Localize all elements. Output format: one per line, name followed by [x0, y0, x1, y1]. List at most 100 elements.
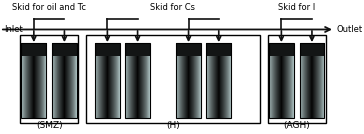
Bar: [59, 43, 60, 56]
Bar: [125, 43, 126, 56]
Bar: [210, 43, 211, 118]
Bar: [306, 43, 307, 56]
Bar: [59, 43, 60, 118]
Bar: [95, 43, 96, 118]
Bar: [140, 43, 141, 56]
Bar: [113, 43, 114, 118]
Bar: [146, 43, 147, 118]
Bar: [221, 43, 222, 56]
Bar: [310, 43, 311, 118]
Bar: [147, 43, 148, 56]
Bar: [208, 43, 209, 56]
Bar: [176, 43, 201, 118]
Bar: [286, 43, 287, 118]
Bar: [107, 43, 108, 56]
Bar: [74, 43, 75, 56]
Bar: [197, 43, 198, 56]
Bar: [99, 43, 100, 118]
Bar: [315, 43, 316, 118]
Bar: [107, 43, 108, 118]
Bar: [65, 43, 66, 118]
Bar: [146, 43, 147, 56]
Bar: [29, 43, 30, 56]
Bar: [288, 43, 289, 56]
Bar: [73, 43, 74, 56]
Bar: [39, 43, 40, 118]
Bar: [178, 43, 179, 56]
Bar: [287, 43, 288, 56]
Bar: [73, 43, 74, 56]
Bar: [280, 43, 281, 118]
Bar: [271, 43, 272, 118]
Bar: [269, 43, 270, 56]
Bar: [64, 43, 65, 118]
Bar: [36, 43, 37, 118]
Bar: [41, 43, 42, 118]
Bar: [45, 43, 46, 56]
Bar: [128, 43, 129, 118]
Bar: [218, 43, 219, 56]
Bar: [57, 43, 58, 118]
Bar: [99, 43, 100, 56]
Bar: [39, 43, 40, 118]
Bar: [115, 43, 116, 56]
Bar: [292, 43, 293, 118]
Bar: [179, 43, 180, 56]
Bar: [76, 43, 77, 118]
Bar: [108, 43, 109, 56]
Bar: [215, 43, 216, 118]
Bar: [231, 43, 232, 118]
Bar: [96, 43, 97, 56]
Text: Outlet: Outlet: [337, 25, 363, 34]
Bar: [324, 43, 325, 56]
Bar: [271, 43, 272, 56]
Bar: [214, 43, 215, 118]
Bar: [273, 43, 274, 56]
Bar: [23, 43, 24, 118]
Bar: [44, 43, 45, 56]
Bar: [281, 43, 282, 56]
Bar: [280, 43, 281, 56]
Bar: [282, 43, 283, 118]
Bar: [274, 43, 275, 118]
Bar: [35, 43, 36, 118]
Bar: [181, 43, 182, 118]
Bar: [275, 43, 276, 118]
Bar: [272, 43, 273, 56]
Bar: [209, 43, 210, 56]
Bar: [213, 43, 214, 118]
Bar: [282, 43, 283, 56]
Bar: [148, 43, 149, 118]
Bar: [31, 43, 32, 56]
Bar: [112, 43, 113, 56]
Bar: [119, 43, 120, 56]
Bar: [110, 43, 111, 56]
Bar: [187, 43, 188, 56]
Bar: [25, 43, 26, 118]
Bar: [73, 43, 74, 118]
Bar: [137, 43, 138, 56]
Bar: [218, 43, 219, 118]
Bar: [207, 43, 208, 56]
Bar: [139, 43, 140, 56]
Bar: [269, 43, 270, 118]
Bar: [182, 43, 183, 56]
Bar: [180, 43, 181, 56]
Bar: [192, 43, 193, 56]
Bar: [99, 43, 100, 118]
Bar: [271, 43, 272, 118]
Bar: [274, 43, 275, 56]
Bar: [228, 43, 229, 56]
Bar: [319, 43, 320, 56]
Bar: [22, 43, 23, 118]
Bar: [192, 43, 193, 118]
Bar: [311, 43, 312, 118]
Bar: [129, 43, 130, 56]
Bar: [293, 43, 294, 56]
Bar: [32, 43, 33, 56]
Bar: [190, 43, 191, 56]
Bar: [226, 43, 227, 118]
Bar: [273, 43, 274, 118]
Bar: [280, 43, 281, 118]
Bar: [54, 43, 55, 118]
